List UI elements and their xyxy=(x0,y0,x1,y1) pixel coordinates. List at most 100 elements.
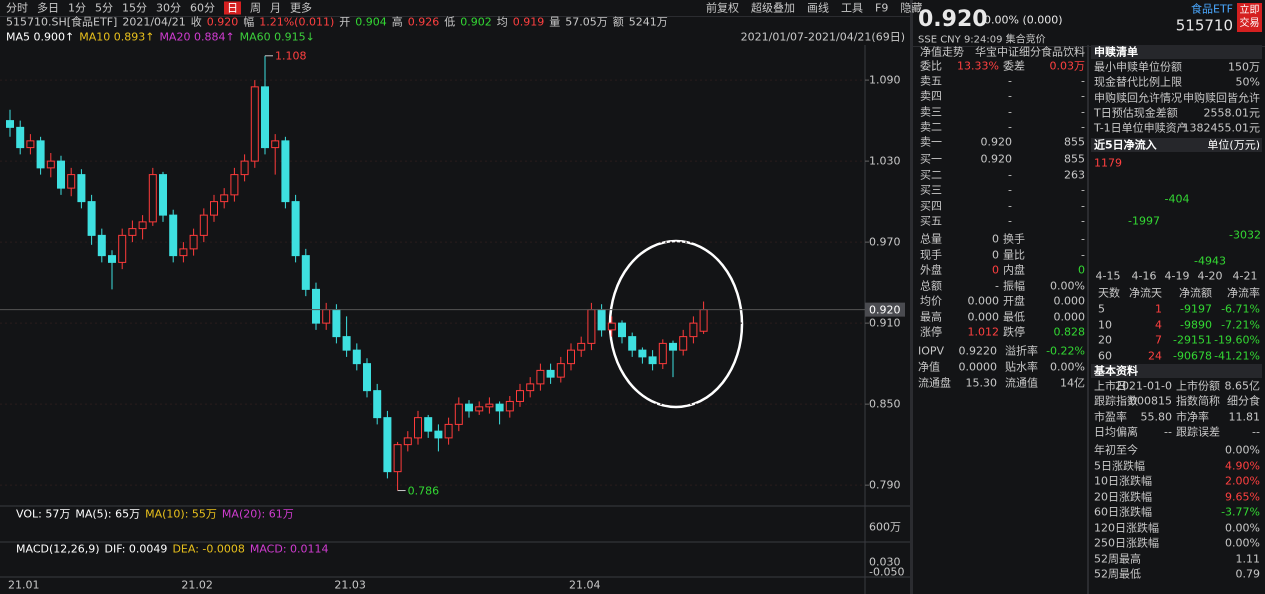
quote-line-item: 0.919 xyxy=(512,15,545,29)
period-tab-item[interactable]: 更多 xyxy=(290,1,312,15)
candle-body xyxy=(352,349,361,365)
stat-cell: 最高 xyxy=(920,310,942,323)
iopv-cell: 贴水率 xyxy=(1005,360,1038,374)
flow-table-cell: -9197 xyxy=(1180,302,1212,316)
flow-table-cell: -41.21% xyxy=(1214,349,1260,363)
stat-cell: 0 xyxy=(992,232,999,246)
flow-table-cell: -6.71% xyxy=(1221,302,1260,316)
candle-body xyxy=(597,309,606,331)
iopv-cell: IOPV xyxy=(918,344,945,358)
tool-button-item[interactable]: F9 xyxy=(875,1,889,15)
low-label: 0.786 xyxy=(407,484,440,498)
stat-cell: 0.000 xyxy=(967,310,1000,323)
candle-body xyxy=(628,336,637,351)
period-tab-item[interactable]: 月 xyxy=(270,1,281,15)
quote-line-item: 额 xyxy=(612,15,624,29)
stat-cell: 外盘 xyxy=(920,263,942,277)
divider xyxy=(913,46,1265,47)
candle-body xyxy=(240,160,249,176)
ask-row: - xyxy=(1081,105,1085,119)
basic-cell: 市盈率 xyxy=(1094,410,1127,424)
macd-line-item: MACD(12,26,9) xyxy=(16,542,100,556)
ask-row: 855 xyxy=(1064,135,1085,149)
candle-body xyxy=(301,255,310,290)
candle-body xyxy=(699,309,708,332)
candle-body xyxy=(312,288,320,324)
candle-body xyxy=(363,363,371,392)
period-tab-item[interactable]: 60分 xyxy=(190,1,215,15)
period-tab: 分时 多日 1分 5分 15分 30分 60分日周月更多 xyxy=(6,1,312,15)
iopv-cell: 流通值 xyxy=(1005,376,1038,390)
x-tick-label: 21.01 xyxy=(8,578,40,592)
stat-cell: 内盘 xyxy=(1003,263,1025,277)
tool-button-item[interactable]: 画线 xyxy=(807,1,829,15)
macd-line-item: DEA: -0.0008 xyxy=(172,542,245,556)
candle-body xyxy=(475,406,484,412)
trade-button[interactable]: 立即交易 xyxy=(1237,3,1262,32)
quote-line-item: 0.904 xyxy=(355,15,387,29)
candle-body xyxy=(669,342,677,351)
candle-body xyxy=(169,214,178,257)
redemption-cell: 2558.01元 xyxy=(1203,106,1261,120)
candle-body xyxy=(505,400,514,412)
period-tab-item[interactable]: 15分 xyxy=(122,1,147,15)
candle-body xyxy=(414,417,422,439)
y-tick-label: 1.090 xyxy=(869,73,901,87)
basic-cell: 细分食 xyxy=(1227,394,1260,408)
flow-table-header: 净流天 xyxy=(1129,286,1162,300)
period-tab-item[interactable]: 分时 xyxy=(6,1,28,15)
return-cell: 250日涨跌幅 xyxy=(1094,536,1159,550)
candle-body xyxy=(189,234,198,250)
tool-button-item[interactable]: 前复权 xyxy=(706,1,739,15)
candle-body xyxy=(138,221,147,230)
macd-tick: -0.050 xyxy=(869,565,905,579)
candle-body xyxy=(454,403,463,425)
candle-body xyxy=(220,194,229,203)
weibi: 委差 xyxy=(1003,59,1025,73)
quote-line-item: 量 xyxy=(549,15,561,29)
period-tab-item[interactable]: 5分 xyxy=(95,1,113,15)
tool-button-item[interactable]: 超级叠加 xyxy=(751,1,795,15)
return-cell: 5日涨跌幅 xyxy=(1094,459,1145,472)
candle-body xyxy=(383,417,392,473)
candle-body xyxy=(393,444,402,473)
flow-value: -404 xyxy=(1164,192,1190,206)
candle-body xyxy=(444,423,453,439)
candle-body xyxy=(77,174,86,203)
quote-line-item: 0.902 xyxy=(460,15,492,29)
redemption-cell: T日预估现金差额 xyxy=(1094,106,1178,120)
candle-body xyxy=(577,342,586,351)
basic-header-title: 基本资料 xyxy=(1094,364,1138,378)
period-tab-item[interactable]: 周 xyxy=(250,1,261,15)
period-tab-item[interactable]: 多日 xyxy=(37,1,59,15)
flow-table-cell: 20 xyxy=(1098,333,1112,347)
period-tab-item[interactable]: 1分 xyxy=(68,1,86,15)
candle-body xyxy=(648,356,657,365)
tool-button: 前复权 超级叠加 画线 工具 F9 隐藏 xyxy=(706,2,922,15)
basic-cell: 日均偏离 xyxy=(1094,425,1138,439)
candle-body xyxy=(179,248,188,257)
weibi: 13.33% xyxy=(957,59,999,73)
return-cell: 52周最低 xyxy=(1094,567,1141,581)
bid-row: - xyxy=(1081,183,1085,197)
last-price-box xyxy=(865,302,905,317)
period-tab-item[interactable]: 日 xyxy=(224,1,241,15)
flow-table-cell: 4 xyxy=(1155,318,1162,332)
tool-button-item[interactable]: 工具 xyxy=(841,1,863,15)
period-tab-item[interactable]: 30分 xyxy=(156,1,181,15)
stat-cell: 量比 xyxy=(1003,248,1025,261)
candle-body xyxy=(148,174,157,223)
candle-body xyxy=(424,417,433,432)
candle-body xyxy=(403,437,412,446)
stat-cell: 总额 xyxy=(920,279,942,292)
candle-body xyxy=(97,234,106,257)
volume-line-item: MA(10): 55万 xyxy=(145,507,217,521)
candle-body xyxy=(332,309,341,338)
stat-cell: 跌停 xyxy=(1003,325,1025,339)
flow-date: 4-15 xyxy=(1095,269,1121,283)
tool-button-item[interactable]: 隐藏 xyxy=(900,1,923,15)
return-cell: 120日涨跌幅 xyxy=(1094,521,1159,534)
bid-row: 买五 xyxy=(920,214,942,228)
stat-cell: 开盘 xyxy=(1003,294,1025,308)
ma-line-item: MA20 0.884↑ xyxy=(159,30,235,44)
